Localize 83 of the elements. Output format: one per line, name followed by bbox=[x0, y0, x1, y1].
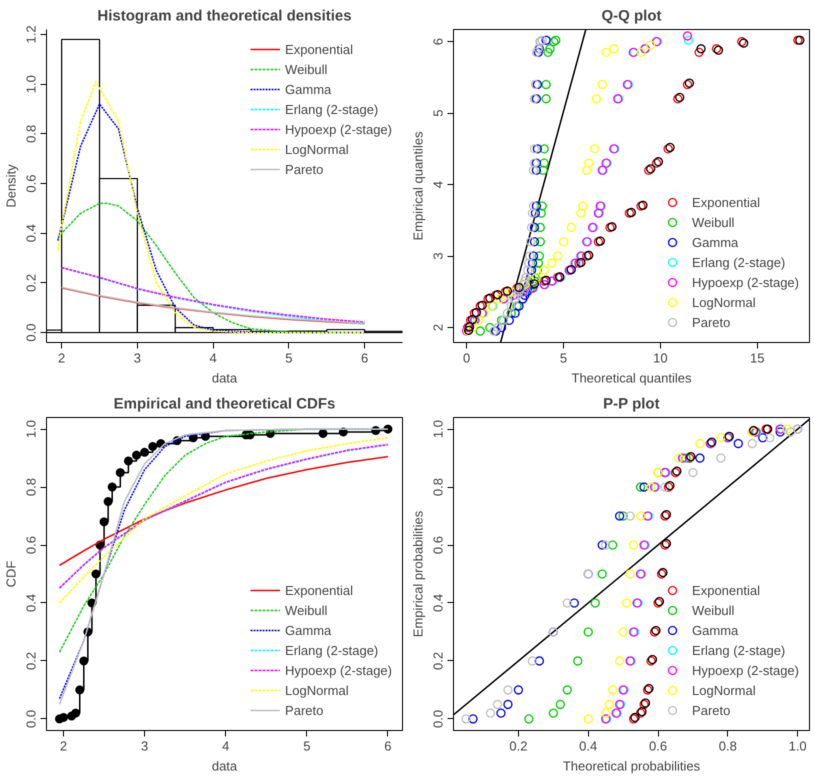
legend-label: Gamma bbox=[692, 622, 738, 638]
y-tick-label: 0.8 bbox=[430, 478, 446, 496]
y-tick-label: 0.0 bbox=[24, 710, 38, 728]
legend-label: Erlang (2-stage) bbox=[285, 642, 378, 658]
chart-title: Empirical and theoretical CDFs bbox=[114, 396, 336, 412]
y-tick-label: 0.8 bbox=[24, 478, 38, 496]
x-axis-title: data bbox=[212, 758, 238, 774]
legend-label: Erlang (2-stage) bbox=[285, 102, 378, 116]
x-tick-label: 0 bbox=[463, 350, 470, 366]
y-tick-label: 0.4 bbox=[24, 224, 38, 242]
y-tick-label: 0.4 bbox=[430, 594, 446, 612]
x-tick-label: 2 bbox=[58, 350, 66, 366]
x-tick-label: 3 bbox=[141, 738, 148, 754]
legend-label: Pareto bbox=[692, 702, 730, 718]
x-tick-label: 5 bbox=[560, 350, 568, 366]
legend-label: Gamma bbox=[285, 82, 332, 96]
y-axis-title: Empirical quantiles bbox=[410, 130, 426, 241]
legend-label: Hypoexp (2-stage) bbox=[285, 662, 392, 678]
y-axis-title: Empirical probabilities bbox=[410, 510, 426, 638]
y-tick-label: 0.0 bbox=[430, 710, 446, 728]
y-axis-title: Density bbox=[4, 164, 18, 208]
x-tick-label: 2 bbox=[60, 738, 68, 754]
y-tick-label: 0.2 bbox=[24, 274, 38, 292]
legend-label: Exponential bbox=[285, 42, 353, 56]
y-tick-label: 1.0 bbox=[24, 420, 38, 438]
legend-label: LogNormal bbox=[692, 294, 756, 310]
y-tick-label: 3 bbox=[430, 252, 446, 260]
x-tick-label: 4 bbox=[210, 350, 217, 366]
x-tick-label: 6 bbox=[384, 738, 392, 754]
legend-label: Gamma bbox=[285, 622, 332, 638]
y-tick-label: 0.4 bbox=[24, 594, 38, 612]
x-tick-label: 1.0 bbox=[788, 738, 807, 754]
legend-label: Weibull bbox=[285, 602, 328, 618]
legend-label: Pareto bbox=[285, 702, 324, 718]
x-tick-label: 0.6 bbox=[648, 738, 668, 754]
x-axis-title: data bbox=[212, 370, 238, 386]
x-tick-label: 4 bbox=[222, 738, 230, 754]
y-tick-label: 0.6 bbox=[430, 536, 446, 554]
legend-label: Exponential bbox=[692, 194, 760, 210]
x-tick-label: 15 bbox=[750, 350, 764, 366]
x-tick-label: 5 bbox=[303, 738, 310, 754]
y-tick-label: 1.2 bbox=[24, 25, 38, 44]
legend-label: LogNormal bbox=[692, 682, 756, 698]
x-tick-label: 10 bbox=[653, 350, 668, 366]
y-tick-label: 1.0 bbox=[24, 75, 38, 94]
y-tick-label: 5 bbox=[430, 109, 446, 117]
x-axis-title: Theoretical probabilities bbox=[562, 758, 701, 774]
y-tick-label: 6 bbox=[430, 38, 446, 46]
chart-title: Q-Q plot bbox=[602, 8, 662, 24]
y-axis-title: CDF bbox=[4, 560, 18, 588]
chart-title: P-P plot bbox=[603, 396, 660, 412]
x-tick-label: 0.4 bbox=[579, 738, 598, 754]
legend-label: LogNormal bbox=[285, 682, 349, 698]
legend-label: Hypoexp (2-stage) bbox=[692, 662, 799, 678]
legend-label: Exponential bbox=[692, 582, 760, 598]
y-tick-label: 0.6 bbox=[24, 174, 38, 193]
legend-label: Erlang (2-stage) bbox=[692, 254, 786, 270]
x-tick-label: 0.2 bbox=[509, 738, 528, 754]
y-tick-label: 1.0 bbox=[430, 420, 446, 438]
y-tick-label: 4 bbox=[430, 180, 446, 188]
legend-label: Erlang (2-stage) bbox=[692, 642, 786, 658]
legend-label: LogNormal bbox=[285, 142, 349, 156]
x-axis-title: Theoretical quantiles bbox=[572, 370, 692, 386]
y-tick-label: 0.8 bbox=[24, 124, 38, 143]
legend-label: Weibull bbox=[692, 214, 734, 230]
x-tick-label: 3 bbox=[134, 350, 142, 366]
chart-title: Histogram and theoretical densities bbox=[97, 8, 352, 24]
x-tick-label: 0.8 bbox=[718, 738, 737, 754]
legend-label: Hypoexp (2-stage) bbox=[692, 274, 799, 290]
legend-label: Weibull bbox=[692, 602, 734, 618]
y-tick-label: 2 bbox=[430, 324, 446, 332]
legend-label: Pareto bbox=[692, 314, 730, 330]
y-tick-label: 0.2 bbox=[430, 652, 446, 670]
x-tick-label: 6 bbox=[361, 350, 368, 366]
legend-label: Pareto bbox=[285, 162, 324, 176]
legend-label: Exponential bbox=[285, 582, 353, 598]
legend-label: Gamma bbox=[692, 234, 738, 250]
legend-label: Hypoexp (2-stage) bbox=[285, 122, 392, 136]
legend-label: Weibull bbox=[285, 62, 328, 76]
y-tick-label: 0.0 bbox=[24, 324, 38, 342]
x-tick-label: 5 bbox=[285, 350, 292, 366]
y-tick-label: 0.6 bbox=[24, 536, 38, 554]
y-tick-label: 0.2 bbox=[24, 652, 38, 670]
